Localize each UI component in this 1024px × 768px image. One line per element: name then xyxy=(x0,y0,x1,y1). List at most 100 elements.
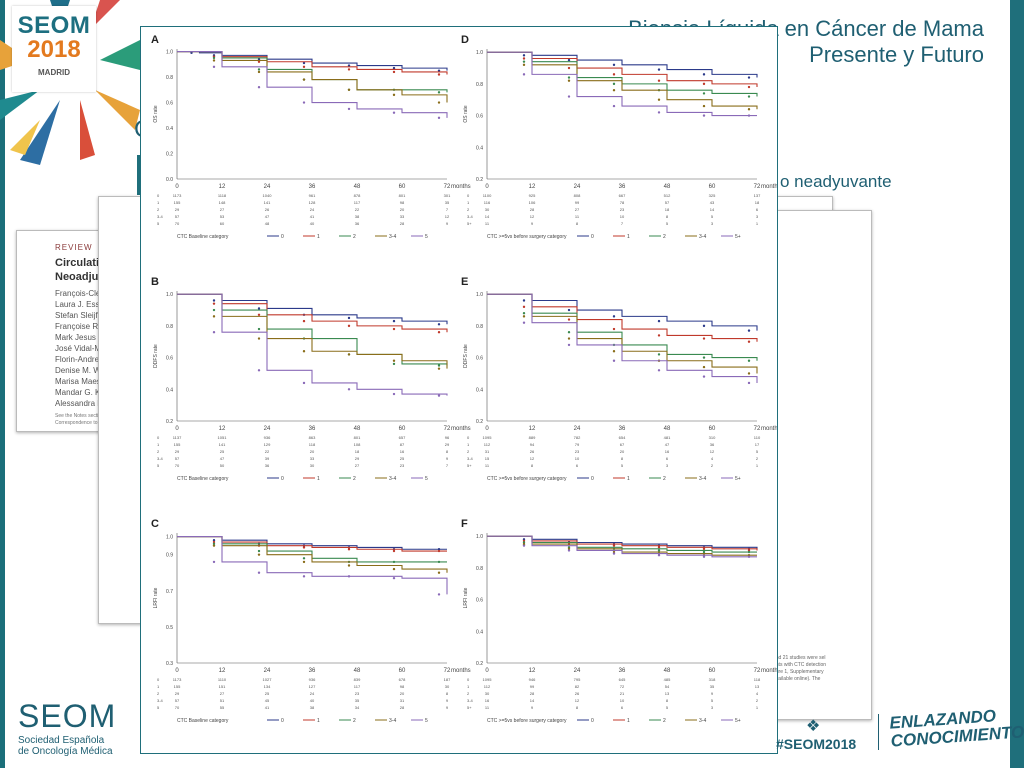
y-tick-label: 1.0 xyxy=(476,534,483,540)
censor-mark xyxy=(702,337,706,340)
risk-row-label: 1 xyxy=(467,684,470,689)
legend-entry: 5 xyxy=(425,718,428,724)
x-tick-label: 48 xyxy=(354,184,361,190)
y-tick-label: 0.6 xyxy=(166,356,173,362)
risk-count: 48 xyxy=(265,221,270,226)
risk-count: 23 xyxy=(355,691,360,696)
risk-count: 51 xyxy=(220,698,225,703)
censor-mark xyxy=(392,567,396,571)
censor-mark xyxy=(212,542,216,546)
censor-mark xyxy=(437,331,441,334)
censor-mark xyxy=(302,350,306,353)
legend-title: CTC >=5vs before surgery category xyxy=(487,234,567,240)
note-line: Correspondence to: Fran xyxy=(55,420,111,426)
risk-count: 2 xyxy=(756,698,759,703)
censor-mark xyxy=(567,76,571,79)
text-line: and 21 studies were sel xyxy=(773,655,826,661)
censor-mark xyxy=(212,308,216,312)
risk-row-label: 1 xyxy=(157,200,160,205)
censor-mark xyxy=(747,76,751,79)
x-tick-label: 60 xyxy=(399,668,406,674)
risk-count: 9 xyxy=(531,705,534,710)
legend-entry: 5+ xyxy=(735,718,741,724)
censor-mark xyxy=(657,111,661,114)
censor-mark xyxy=(522,60,526,63)
censor-mark xyxy=(257,549,261,553)
y-axis-label: LRFI rate xyxy=(463,587,469,608)
risk-count: 7 xyxy=(621,221,624,226)
legend-title: CTC >=5vs before surgery category xyxy=(487,718,567,724)
risk-count: 28 xyxy=(400,221,405,226)
risk-count: 1040 xyxy=(263,193,273,198)
y-tick-label: 0.6 xyxy=(476,356,483,362)
legend-entry: 3-4 xyxy=(699,718,706,724)
risk-count: 936 xyxy=(309,677,316,682)
risk-count: 3 xyxy=(711,221,714,226)
risk-count: 29 xyxy=(175,207,180,212)
x-tick-label: 36 xyxy=(309,184,316,190)
x-tick-label: 48 xyxy=(354,426,361,432)
legend-entry: 0 xyxy=(281,476,284,482)
risk-count: 8 xyxy=(576,705,579,710)
censor-mark xyxy=(522,305,526,309)
censor-mark xyxy=(567,66,571,70)
risk-count: 863 xyxy=(309,435,316,440)
risk-count: 108 xyxy=(354,442,361,447)
x-tick-label: 0 xyxy=(485,668,489,674)
censor-mark xyxy=(302,557,306,560)
logo-line1: SEOM xyxy=(17,12,91,39)
censor-mark xyxy=(747,114,751,117)
risk-count: 22 xyxy=(265,449,270,454)
legend-entry: 0 xyxy=(591,234,594,240)
risk-count: 9 xyxy=(446,698,449,703)
x-tick-label: 24 xyxy=(264,426,271,432)
y-tick-label: 0.6 xyxy=(476,598,483,604)
legend-title: CTC >=5vs before surgery category xyxy=(487,476,567,482)
article-title-line2: Neoadjuv xyxy=(55,271,105,283)
censor-mark xyxy=(702,555,706,558)
risk-count: 29 xyxy=(175,449,180,454)
legend-title: CTC Baseline category xyxy=(177,718,229,724)
risk-row-label: 1 xyxy=(467,442,470,447)
risk-row-label: 3-4 xyxy=(467,698,474,703)
risk-count: 47 xyxy=(265,214,270,219)
risk-count: 10 xyxy=(575,456,580,461)
censor-mark xyxy=(392,93,396,97)
risk-count: 5 xyxy=(666,705,669,710)
risk-count: 137 xyxy=(754,193,761,198)
text-line: gure 1, Supplementary xyxy=(773,669,824,675)
risk-count: 99 xyxy=(575,200,580,205)
censor-mark xyxy=(212,56,216,60)
y-tick-label: 0.4 xyxy=(166,126,173,132)
risk-count: 4 xyxy=(711,456,714,461)
risk-count: 310 xyxy=(709,435,716,440)
censor-mark xyxy=(392,359,396,362)
censor-mark xyxy=(392,111,396,114)
censor-mark xyxy=(657,334,661,337)
censor-mark xyxy=(257,327,261,331)
risk-count: 118 xyxy=(754,677,761,682)
risk-count: 78 xyxy=(620,200,625,205)
censor-mark xyxy=(437,69,441,72)
risk-count: 3 xyxy=(711,705,714,710)
x-tick-label: 12 xyxy=(219,426,226,432)
risk-count: 3 xyxy=(756,214,759,219)
risk-count: 23 xyxy=(575,449,580,454)
censor-mark xyxy=(567,549,571,552)
risk-count: 9 xyxy=(446,456,449,461)
risk-count: 11 xyxy=(575,214,580,219)
censor-mark xyxy=(212,331,216,334)
risk-count: 129 xyxy=(264,442,271,447)
y-tick-label: 0.4 xyxy=(476,145,483,151)
risk-count: 9 xyxy=(711,691,714,696)
censor-mark xyxy=(347,68,351,71)
risk-count: 13 xyxy=(755,684,760,689)
censor-mark xyxy=(567,337,571,340)
risk-count: 782 xyxy=(574,435,581,440)
censor-mark xyxy=(437,323,441,326)
legend-entry: 2 xyxy=(663,234,666,240)
risk-count: 17 xyxy=(755,442,760,447)
risk-count: 6 xyxy=(666,456,669,461)
risk-count: 33 xyxy=(310,456,315,461)
